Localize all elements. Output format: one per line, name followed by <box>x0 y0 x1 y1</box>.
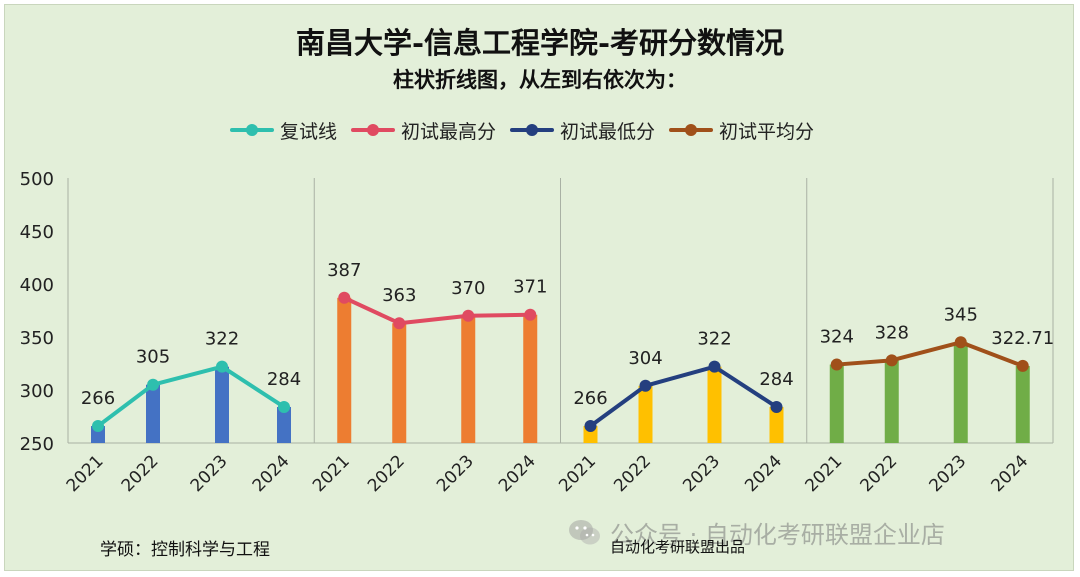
y-tick-label: 450 <box>20 222 54 243</box>
data-label: 345 <box>944 304 978 325</box>
legend-swatch <box>510 124 555 136</box>
x-tick-label: 2021 <box>63 451 108 496</box>
data-label: 322.71 <box>991 328 1054 349</box>
data-label: 266 <box>81 388 115 409</box>
data-label: 324 <box>820 327 854 348</box>
bar <box>1015 365 1030 443</box>
x-tick-label: 2024 <box>495 451 540 496</box>
bar <box>707 366 722 443</box>
x-tick-label: 2024 <box>741 451 786 496</box>
watermark-text: 公众号 · 自动化考研联盟企业店 <box>610 521 945 549</box>
data-point <box>338 291 351 304</box>
data-point <box>1016 359 1029 372</box>
bar <box>638 385 653 443</box>
data-label: 266 <box>573 388 607 409</box>
y-tick-label: 350 <box>20 328 54 349</box>
data-label: 322 <box>697 329 731 350</box>
bar <box>337 297 352 443</box>
chart-frame <box>4 4 1074 571</box>
x-tick-label: 2023 <box>187 451 232 496</box>
bar <box>953 342 968 443</box>
bar <box>769 406 784 443</box>
legend-label: 初试最低分 <box>560 120 656 143</box>
data-point <box>524 308 537 321</box>
legend-swatch <box>351 124 396 136</box>
data-label: 363 <box>382 285 416 306</box>
chart-subtitle: 柱状折线图，从左到右依次为： <box>393 67 687 92</box>
y-tick-label: 400 <box>20 275 54 296</box>
legend-swatch <box>230 124 274 136</box>
x-tick-label: 2022 <box>610 451 655 496</box>
x-tick-label: 2021 <box>802 451 847 496</box>
data-label: 284 <box>759 369 793 390</box>
data-label: 387 <box>327 260 361 281</box>
x-tick-label: 2023 <box>679 451 724 496</box>
legend-swatch <box>669 124 714 136</box>
y-tick-label: 300 <box>20 381 54 402</box>
data-label: 304 <box>628 348 662 369</box>
bar <box>392 323 407 443</box>
bar <box>884 360 899 443</box>
legend-label: 复试线 <box>280 120 338 143</box>
bar <box>829 364 844 443</box>
legend-item-avg-score: 初试平均分 <box>669 117 814 144</box>
legend-label: 初试最高分 <box>401 120 497 143</box>
bar <box>277 406 291 443</box>
chart-title: 南昌大学-信息工程学院-考研分数情况 <box>295 26 785 60</box>
data-point <box>216 360 228 373</box>
data-point <box>954 336 967 349</box>
x-tick-label: 2022 <box>364 451 409 496</box>
wechat-icon <box>569 519 600 544</box>
bar <box>146 384 160 443</box>
x-tick-label: 2021 <box>309 451 354 496</box>
major-label: 学硕：控制科学与工程 <box>100 540 270 560</box>
y-tick-label: 500 <box>20 169 54 190</box>
data-point <box>885 354 898 367</box>
producer-label: 自动化考研联盟出品 <box>610 538 746 556</box>
x-tick-label: 2024 <box>988 451 1033 496</box>
data-point <box>708 360 721 373</box>
data-point <box>639 379 652 392</box>
data-point <box>92 420 104 433</box>
data-label: 328 <box>875 322 909 343</box>
y-tick-label: 250 <box>20 434 54 455</box>
data-point <box>462 309 475 322</box>
x-tick-label: 2023 <box>926 451 971 496</box>
bar <box>215 366 229 443</box>
data-point <box>278 400 290 413</box>
legend-label: 初试平均分 <box>719 120 815 143</box>
data-point <box>393 317 406 330</box>
x-tick-label: 2023 <box>433 451 478 496</box>
series-line <box>96 364 286 429</box>
data-point <box>147 378 159 391</box>
data-label: 322 <box>205 329 239 350</box>
x-tick-label: 2022 <box>118 451 163 496</box>
data-label: 371 <box>513 277 547 298</box>
x-tick-label: 2024 <box>249 451 294 496</box>
legend-item-retest-line: 复试线 <box>230 117 337 144</box>
data-point <box>770 400 783 413</box>
chart-legend: 复试线 初试最高分 初试最低分 初试平均分 <box>230 116 814 144</box>
legend-item-max-score: 初试最高分 <box>351 117 496 144</box>
data-label: 305 <box>136 347 170 368</box>
x-tick-label: 2021 <box>555 451 600 496</box>
data-label: 284 <box>267 369 301 390</box>
series-line <box>588 364 779 429</box>
data-label: 370 <box>451 278 485 299</box>
watermark: 公众号 · 自动化考研联盟企业店 <box>568 515 945 550</box>
series-line <box>342 295 533 326</box>
data-point <box>830 358 843 371</box>
bar <box>523 314 538 443</box>
legend-item-min-score: 初试最低分 <box>510 117 655 144</box>
data-point <box>584 420 597 433</box>
x-tick-label: 2022 <box>857 451 902 496</box>
bar <box>461 315 476 443</box>
series-line <box>834 340 1025 368</box>
